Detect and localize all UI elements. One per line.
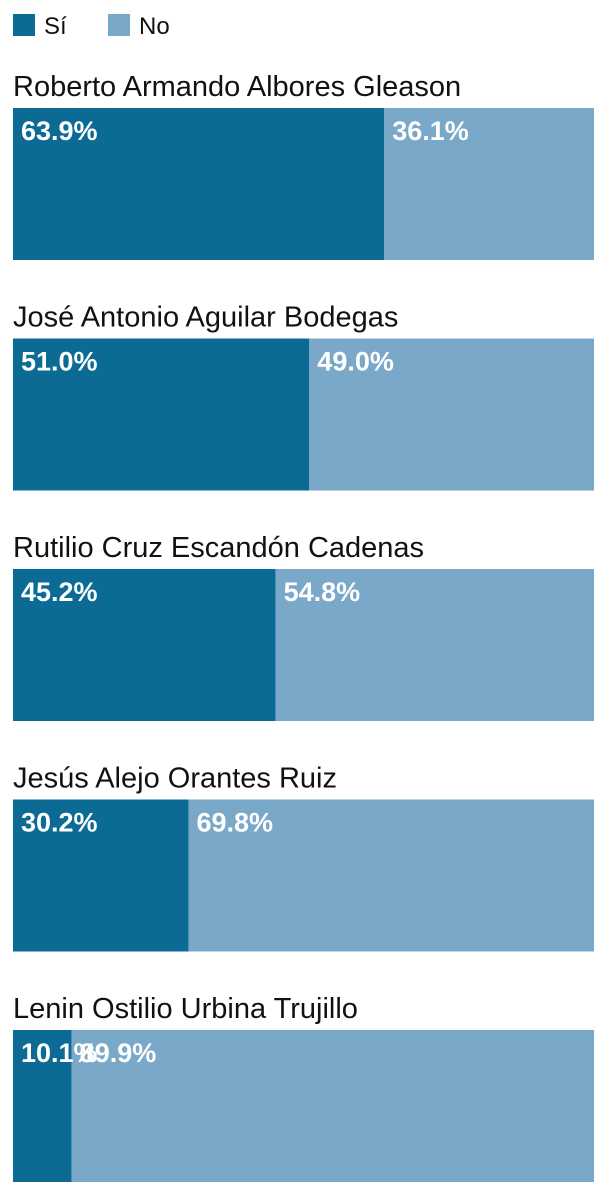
value-label: 63.9% [21,116,98,146]
value-label: 36.1% [392,116,469,146]
category-label: Jesús Alejo Orantes Ruiz [13,763,337,795]
value-label: 51.0% [21,347,98,377]
value-label: 10.1% [21,1038,98,1068]
bar-segment [275,569,594,721]
category-label: José Antonio Aguilar Bodegas [13,302,398,334]
legend-swatch [13,14,35,36]
legend-swatch [108,14,130,36]
bar-segment [13,338,310,491]
category-label: Rutilio Cruz Escandón Cadenas [13,532,424,564]
bar-segment [384,108,594,260]
legend-label: No [139,13,170,40]
value-label: 45.2% [21,577,98,607]
bar-segment [13,799,189,952]
value-label: 30.2% [21,808,98,838]
category-label: Lenin Ostilio Urbina Trujillo [13,993,358,1025]
bar-segment [13,108,385,260]
value-label: 54.8% [284,577,361,607]
bar-segment [13,569,276,721]
category-label: Roberto Armando Albores Gleason [13,71,461,103]
value-label: 69.8% [196,808,273,838]
bar-segment [309,338,594,491]
value-label: 49.0% [317,347,394,377]
bar-segment [71,1030,594,1182]
legend-label: Sí [44,13,67,40]
bar-segment [188,799,594,952]
bar-segment [13,1030,72,1182]
value-label: 89.9% [80,1038,157,1068]
